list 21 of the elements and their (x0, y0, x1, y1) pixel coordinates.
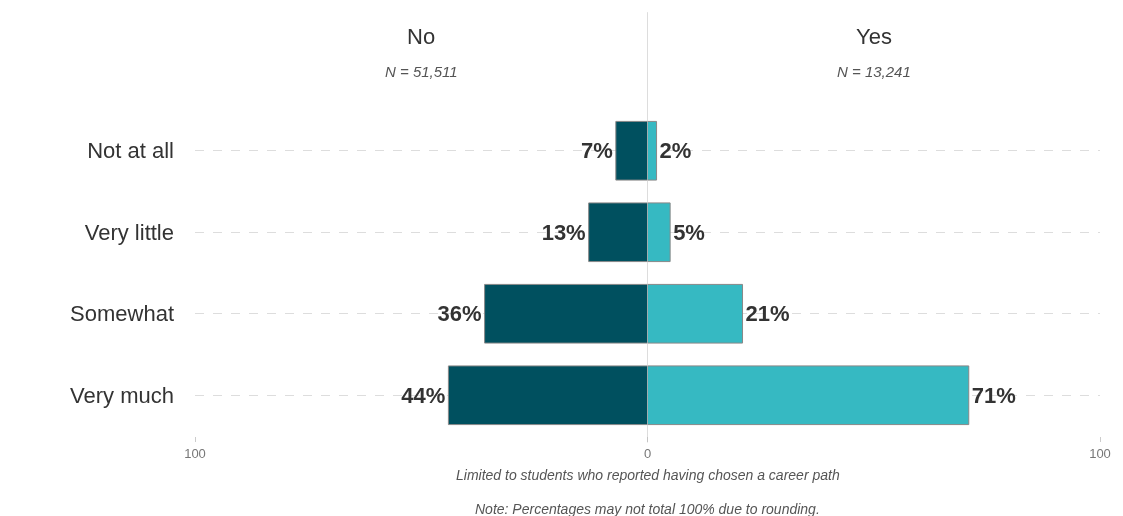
text: Limited to students who reported having chosen a career path (456, 467, 840, 483)
y-tick-label: Very much (70, 382, 174, 408)
data-label: 5% (673, 219, 705, 245)
y-tick-label: Not at all (87, 138, 174, 164)
chart-subtitle: N = 13,241 (837, 63, 911, 80)
chart-title: No (407, 24, 436, 49)
data-label: 7% (581, 138, 613, 164)
data-label: 13% (541, 219, 586, 245)
data-label: 2% (659, 138, 692, 164)
x-tick-label: 100 (1089, 445, 1111, 461)
data-label: 36% (437, 301, 482, 327)
chart-title: Yes (856, 24, 892, 49)
data-label: 44% (401, 382, 446, 408)
data-label: 71% (971, 382, 1016, 408)
x-tick-label: 0 (643, 445, 652, 461)
chart-subtitle: N = 51,511 (385, 63, 458, 80)
y-tick-label: Somewhat (70, 301, 174, 327)
y-tick-label: Very little (84, 219, 174, 245)
data-label: 21% (745, 301, 790, 327)
x-tick-label: 100 (184, 445, 206, 461)
text: Note: Percentages may not total 100% due to rounding. (475, 501, 820, 516)
